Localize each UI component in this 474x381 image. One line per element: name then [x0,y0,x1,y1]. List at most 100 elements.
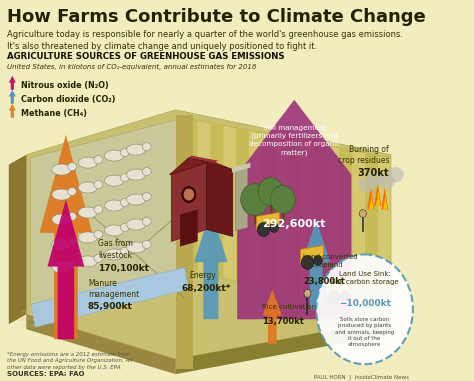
Polygon shape [374,184,381,205]
Ellipse shape [78,182,98,193]
Circle shape [257,223,270,237]
Polygon shape [176,319,391,374]
Ellipse shape [105,200,124,211]
Polygon shape [376,192,380,205]
Text: 23,800kt: 23,800kt [303,277,345,287]
Text: Land converted
to cropland: Land converted to cropland [303,255,357,268]
Ellipse shape [52,262,71,273]
Ellipse shape [105,225,124,236]
Text: Burning of
crop residues: Burning of crop residues [337,145,389,165]
Polygon shape [365,153,378,314]
Ellipse shape [94,231,103,239]
Ellipse shape [105,175,124,186]
Polygon shape [184,118,197,272]
Polygon shape [9,155,27,324]
Text: Rice cultivation: Rice cultivation [262,304,316,310]
Text: Methane (CH₄): Methane (CH₄) [21,109,87,118]
Ellipse shape [68,237,76,245]
Ellipse shape [52,164,71,175]
Polygon shape [176,115,193,369]
Text: Nitrous oxide (N₂O): Nitrous oxide (N₂O) [21,81,109,90]
Circle shape [270,223,279,232]
Polygon shape [236,165,248,231]
Ellipse shape [367,170,385,185]
Circle shape [328,290,340,304]
Polygon shape [189,156,218,163]
Polygon shape [207,163,233,237]
Text: Gas from
livestock: Gas from livestock [99,239,133,259]
Ellipse shape [78,256,98,267]
Polygon shape [9,90,16,104]
Ellipse shape [127,194,146,205]
Text: How Farms Contribute to Climate Change: How Farms Contribute to Climate Change [7,8,426,26]
Polygon shape [263,289,282,344]
Text: PAUL HORN  |  InsideClimate News: PAUL HORN | InsideClimate News [314,374,410,379]
Polygon shape [171,163,207,242]
Text: 370kt: 370kt [358,168,389,178]
Polygon shape [31,267,189,327]
Text: 68,200kt*: 68,200kt* [182,284,231,293]
Ellipse shape [52,189,71,200]
Polygon shape [194,210,228,319]
Text: United States, in kilotons of CO₂-equivalent, annual estimates for 2016: United States, in kilotons of CO₂-equiva… [7,64,256,70]
Ellipse shape [358,177,376,192]
Ellipse shape [127,144,146,155]
Ellipse shape [94,156,103,163]
Ellipse shape [142,218,151,226]
Text: −10,000kt: −10,000kt [338,299,391,308]
Ellipse shape [142,142,151,150]
Ellipse shape [120,199,129,207]
Ellipse shape [78,232,98,243]
Ellipse shape [378,174,395,189]
Polygon shape [302,219,330,309]
Ellipse shape [142,168,151,176]
Ellipse shape [120,247,129,255]
Ellipse shape [68,187,76,195]
Ellipse shape [120,149,129,157]
Polygon shape [184,118,391,317]
Text: Soil management
(primarily fertilizers and
decomposition of organic
matter): Soil management (primarily fertilizers a… [249,125,340,156]
Ellipse shape [142,192,151,200]
Polygon shape [170,158,208,174]
Ellipse shape [78,207,98,218]
Polygon shape [39,135,92,339]
Ellipse shape [127,242,146,253]
Text: SOURCES: EPA; FAO: SOURCES: EPA; FAO [7,371,84,377]
Ellipse shape [52,239,71,250]
Polygon shape [180,210,198,247]
Polygon shape [383,195,387,210]
Ellipse shape [94,205,103,213]
Polygon shape [189,158,233,170]
Polygon shape [236,128,249,284]
Text: 170,100kt: 170,100kt [99,264,149,274]
Text: inside
climate
news: inside climate news [18,309,44,329]
Ellipse shape [142,240,151,248]
Circle shape [314,255,322,266]
Polygon shape [31,118,184,304]
Circle shape [258,178,283,205]
Polygon shape [232,163,250,173]
Text: Agriculture today is responsible for nearly a quarter of the world's greenhouse : Agriculture today is responsible for nea… [7,30,403,51]
Polygon shape [313,142,327,302]
Polygon shape [27,110,391,359]
Text: Soils store carbon
produced by plants
and animals, keeping
it out of the
atmosph: Soils store carbon produced by plants an… [335,317,394,347]
Ellipse shape [78,157,98,168]
Circle shape [271,186,295,213]
Ellipse shape [94,181,103,189]
Polygon shape [369,195,374,210]
Ellipse shape [120,224,129,232]
Polygon shape [288,138,301,296]
Polygon shape [339,148,352,308]
Polygon shape [301,245,323,263]
Circle shape [183,189,194,200]
Ellipse shape [120,174,129,182]
Ellipse shape [127,219,146,230]
Text: Manure
management: Manure management [88,279,139,299]
Circle shape [301,255,314,269]
Polygon shape [367,187,374,210]
Polygon shape [381,187,388,210]
Ellipse shape [105,150,124,161]
Polygon shape [327,280,350,297]
Polygon shape [9,76,16,90]
Text: 85,900kt: 85,900kt [88,302,133,311]
